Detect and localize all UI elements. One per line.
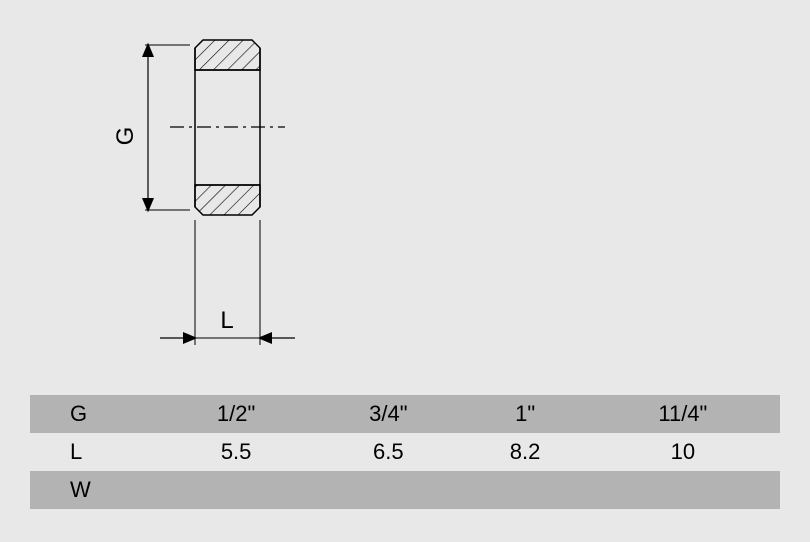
cell — [160, 471, 312, 509]
dim-l-label: L — [220, 307, 233, 334]
dimension-l: L — [160, 220, 295, 345]
cross-section — [170, 40, 285, 215]
cell: 8.2 — [464, 433, 585, 471]
cell — [586, 471, 780, 509]
drawing-svg: G L — [0, 0, 810, 380]
dim-g-label: G — [112, 127, 139, 146]
cell: 5.5 — [160, 433, 312, 471]
header-cell: 3/4" — [312, 395, 464, 433]
cell — [312, 471, 464, 509]
table-row: L 5.5 6.5 8.2 10 — [30, 433, 780, 471]
header-cell: G — [30, 395, 160, 433]
table-row: W — [30, 471, 780, 509]
header-cell: 1/2" — [160, 395, 312, 433]
technical-drawing: G L — [0, 0, 810, 380]
cell — [464, 471, 585, 509]
table-header-row: G 1/2" 3/4" 1" 11/4" — [30, 395, 780, 433]
row-label: L — [30, 433, 160, 471]
row-label: W — [30, 471, 160, 509]
cell: 10 — [586, 433, 780, 471]
dimension-table: G 1/2" 3/4" 1" 11/4" L 5.5 6.5 8.2 10 W — [30, 395, 780, 509]
cell: 6.5 — [312, 433, 464, 471]
header-cell: 1" — [464, 395, 585, 433]
header-cell: 11/4" — [586, 395, 780, 433]
